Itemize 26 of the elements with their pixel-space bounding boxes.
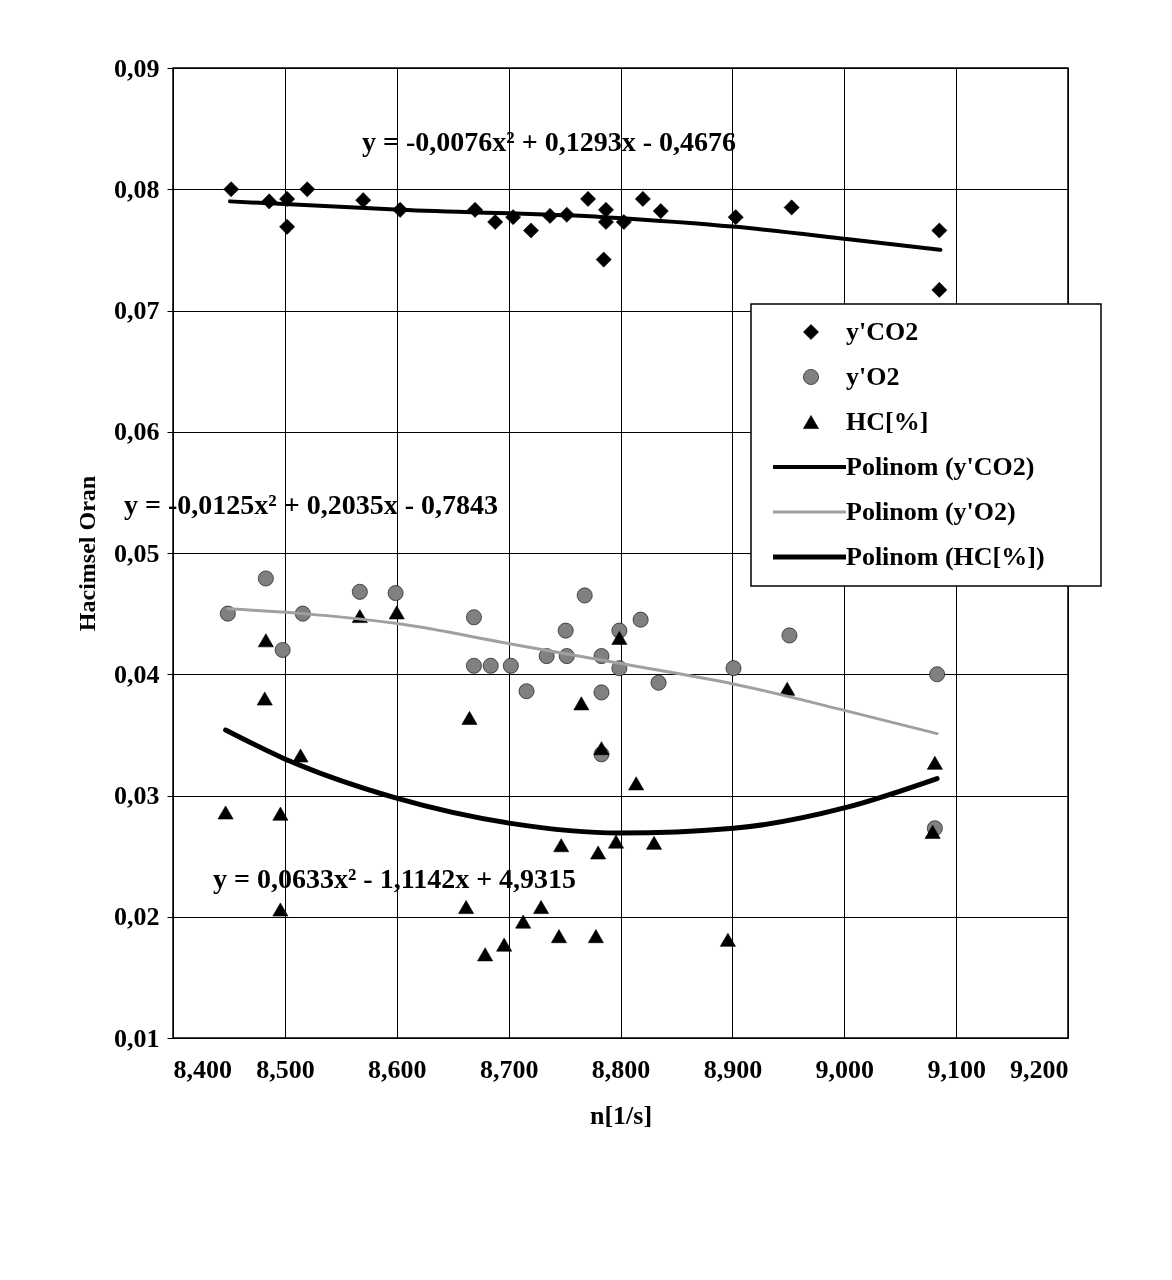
x-tick-label: 8,400 xyxy=(173,1054,232,1084)
x-tick-label: 8,800 xyxy=(591,1054,651,1084)
x-tick-label: 8,600 xyxy=(368,1054,427,1084)
y-tick-label: 0,01 xyxy=(114,1023,160,1053)
legend-label: Polinom (HC[%]) xyxy=(846,542,1045,571)
x-tick-label: 8,700 xyxy=(479,1054,539,1084)
legend-label: y'O2 xyxy=(846,362,900,391)
legend-label: y'CO2 xyxy=(846,317,919,346)
y-tick-label: 0,06 xyxy=(114,417,160,447)
legend-label: Polinom (y'CO2) xyxy=(846,452,1035,481)
x-tick-label: 9,100 xyxy=(927,1054,986,1084)
x-tick-label: 9,200 xyxy=(1010,1054,1069,1084)
x-tick-label: 8,900 xyxy=(703,1054,763,1084)
x-axis-title: n[1/s] xyxy=(589,1100,653,1130)
x-tick-label: 9,000 xyxy=(815,1054,874,1084)
y-tick-label: 0,02 xyxy=(114,902,160,932)
y-tick-label: 0,05 xyxy=(114,538,160,568)
y-tick-label: 0,07 xyxy=(114,296,160,325)
legend-label: HC[%] xyxy=(846,407,929,436)
y-tick-label: 0,08 xyxy=(114,174,160,204)
legend-label: Polinom (y'O2) xyxy=(846,497,1016,526)
y-tick-label: 0,09 xyxy=(114,53,160,83)
x-tick-label: 8,500 xyxy=(256,1054,315,1084)
y-axis-title: Hacimsel Oran xyxy=(74,475,100,632)
y-tick-label: 0,03 xyxy=(114,781,160,810)
y-tick-label: 0,04 xyxy=(114,659,160,689)
